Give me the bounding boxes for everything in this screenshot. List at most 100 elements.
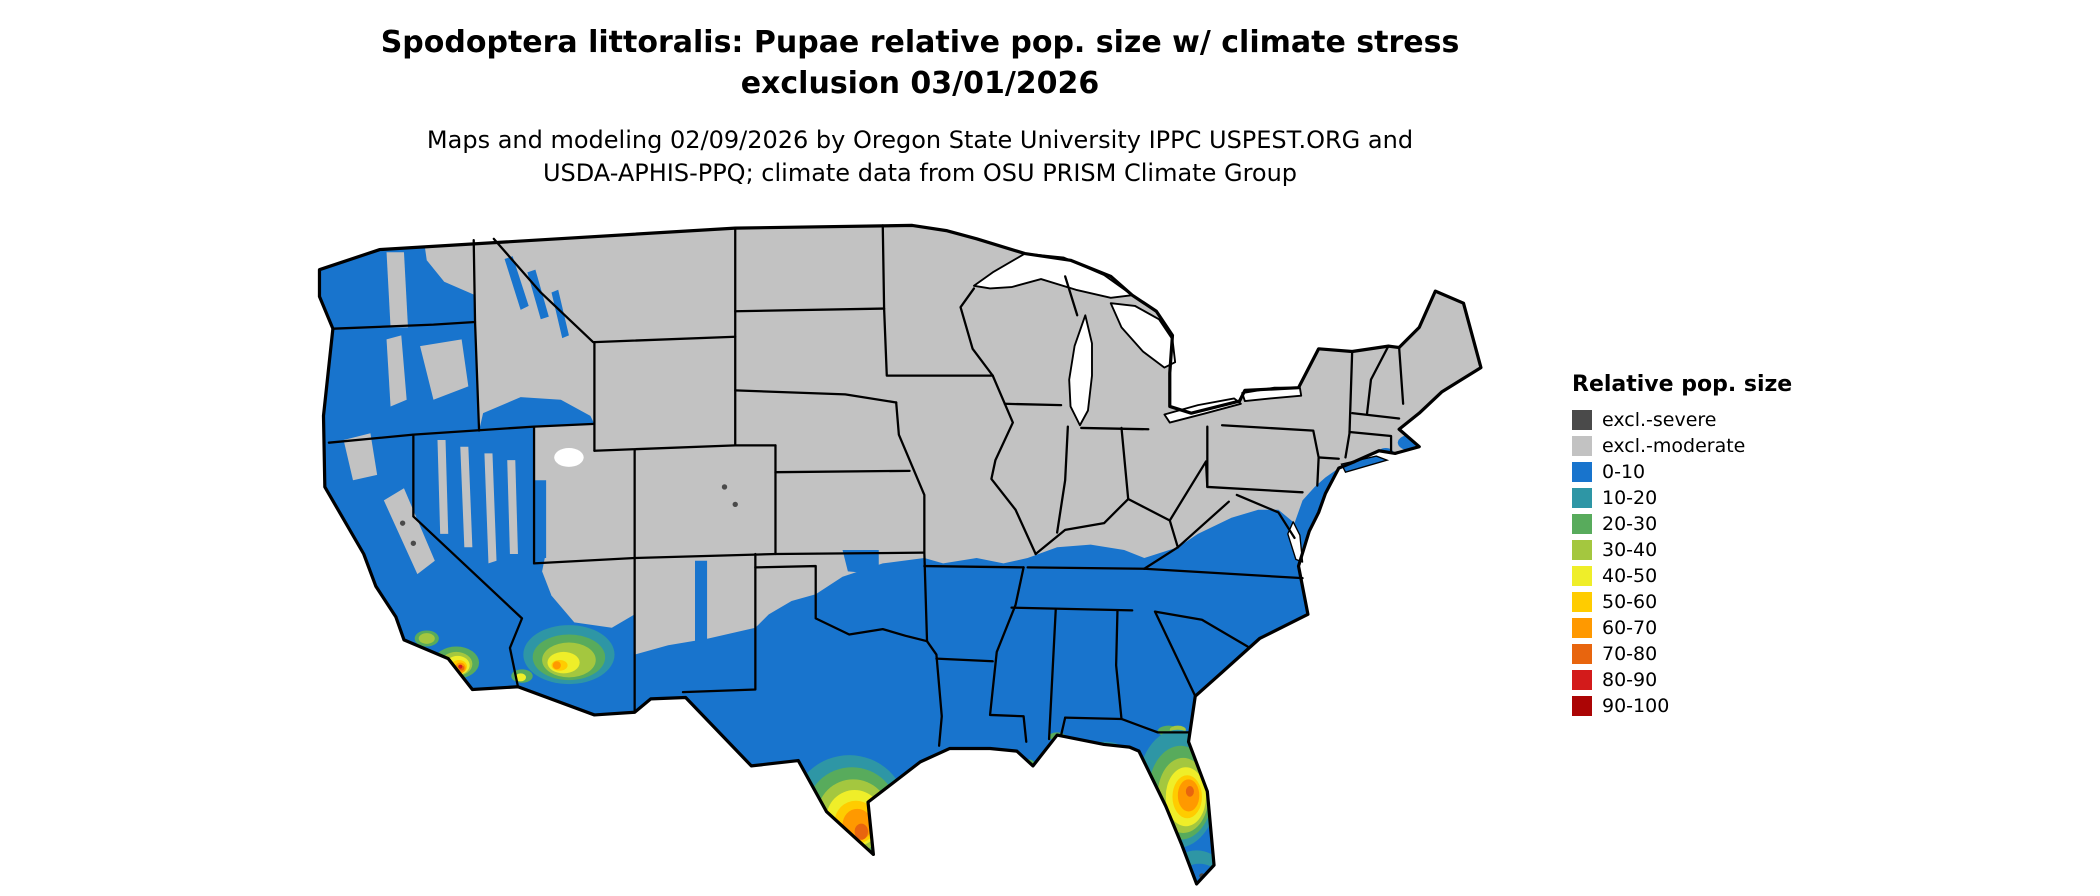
state-border-line xyxy=(593,335,737,344)
legend-label: excl.-moderate xyxy=(1602,435,1746,457)
state-borders xyxy=(327,224,1405,747)
state-border-line xyxy=(1351,412,1401,420)
state-border-line xyxy=(734,307,886,313)
legend-swatch-b0_10 xyxy=(1572,462,1592,482)
legend-label: excl.-severe xyxy=(1602,409,1717,431)
state-border-line xyxy=(1397,346,1405,405)
legend-title: Relative pop. size xyxy=(1572,372,1793,397)
legend-item: 0-10 xyxy=(1572,459,1792,485)
legend-item: excl.-moderate xyxy=(1572,433,1792,459)
legend-item: 10-20 xyxy=(1572,485,1792,511)
legend-label: 30-40 xyxy=(1602,539,1658,561)
state-border-line xyxy=(1047,607,1057,741)
legend-item: 60-70 xyxy=(1572,615,1792,641)
legend-label: 50-60 xyxy=(1602,591,1658,613)
state-border-line xyxy=(935,657,994,663)
state-border-line xyxy=(1176,500,1230,549)
state-border-line xyxy=(988,566,1028,743)
legend-label: 70-80 xyxy=(1602,643,1658,665)
map-subtitle-line1: Maps and modeling 02/09/2026 by Oregon S… xyxy=(426,126,1414,154)
state-border-line xyxy=(1114,609,1123,721)
state-border-line xyxy=(990,374,1037,556)
legend-swatch-excl_severe xyxy=(1572,410,1592,430)
legend-label: 40-50 xyxy=(1602,565,1658,587)
state-border-line xyxy=(1034,497,1179,556)
legend-label: 80-90 xyxy=(1602,669,1658,691)
state-border-line xyxy=(1010,606,1134,612)
state-border-line xyxy=(1317,456,1340,460)
legend-item: 40-50 xyxy=(1572,563,1792,589)
state-border-line xyxy=(1080,426,1150,431)
state-border-line xyxy=(1143,546,1179,570)
legend-swatch-b10_20 xyxy=(1572,488,1592,508)
legend-item: 20-30 xyxy=(1572,511,1792,537)
state-border-line xyxy=(532,551,926,565)
legend-swatch-b70_80 xyxy=(1572,644,1592,664)
state-border-line xyxy=(774,469,911,474)
great-salt-lake xyxy=(554,448,584,467)
state-border-line xyxy=(331,320,477,330)
map-title-line2: exclusion 03/01/2026 xyxy=(740,66,1100,101)
lake-superior xyxy=(973,252,1134,299)
legend-item: 70-80 xyxy=(1572,641,1792,667)
legend-label: 0-10 xyxy=(1602,461,1646,483)
state-border-line xyxy=(1060,716,1067,737)
map-subtitle: Maps and modeling 02/09/2026 by Oregon S… xyxy=(320,124,1520,190)
state-border-line xyxy=(923,564,1025,569)
map-title-line1: Spodoptera littoralis: Pupae relative po… xyxy=(380,25,1460,60)
hotspot-southern-arizona xyxy=(511,625,615,685)
state-border-line xyxy=(895,401,929,643)
map-title: Spodoptera littoralis: Pupae relative po… xyxy=(320,22,1520,104)
legend-swatch-b20_30 xyxy=(1572,514,1592,534)
state-border-line xyxy=(1344,350,1354,459)
legend-item: excl.-severe xyxy=(1572,407,1792,433)
hotspot-florida xyxy=(1137,729,1219,883)
legend-item: 30-40 xyxy=(1572,537,1792,563)
state-border-line xyxy=(1064,716,1190,734)
legend-swatch-b30_40 xyxy=(1572,540,1592,560)
state-border-line xyxy=(1235,493,1296,540)
state-border-line xyxy=(412,433,524,688)
state-border-line xyxy=(1064,275,1079,317)
legend-swatch-b50_60 xyxy=(1572,592,1592,612)
legend-swatch-excl_moderate xyxy=(1572,436,1592,456)
state-border-line xyxy=(1168,460,1209,522)
gray-mountain-patches xyxy=(343,240,635,628)
state-border-line xyxy=(472,239,481,432)
state-border-line xyxy=(1143,567,1304,580)
state-border-line xyxy=(881,224,994,377)
legend-label: 90-100 xyxy=(1602,695,1670,717)
legend-swatch-b80_90 xyxy=(1572,670,1592,690)
legend-item: 50-60 xyxy=(1572,589,1792,615)
legend-label: 60-70 xyxy=(1602,617,1658,639)
state-border-line xyxy=(1003,402,1063,407)
legend-item: 80-90 xyxy=(1572,667,1792,693)
legend-label: 20-30 xyxy=(1602,513,1658,535)
map-fill-layers xyxy=(319,225,1481,884)
legend-item: 90-100 xyxy=(1572,693,1792,719)
state-border-line xyxy=(1026,566,1146,570)
legend-swatch-b40_50 xyxy=(1572,566,1592,586)
state-border-line xyxy=(925,640,943,747)
lake-huron xyxy=(1109,302,1177,369)
state-border-line xyxy=(327,422,596,444)
blue-valley-patches xyxy=(479,256,1425,644)
state-border-line xyxy=(681,552,757,694)
legend-items: excl.-severe excl.-moderate 0-10 10-20 20-30… xyxy=(1572,407,1792,719)
legend: Relative pop. size excl.-severe excl.-mod… xyxy=(1572,372,1792,719)
state-border-line xyxy=(1153,610,1197,698)
state-border-line xyxy=(492,237,595,344)
state-border-line xyxy=(1348,430,1393,454)
state-border-line xyxy=(1365,344,1390,416)
lake-michigan xyxy=(1068,314,1093,427)
state-border-line xyxy=(959,287,994,377)
legend-swatch-b90_100 xyxy=(1572,696,1592,716)
map-subtitle-line2: USDA-APHIS-PPQ; climate data from OSU PR… xyxy=(542,159,1298,187)
us-outline xyxy=(317,223,1483,886)
legend-swatch-b60_70 xyxy=(1572,618,1592,638)
legend-label: 10-20 xyxy=(1602,487,1658,509)
state-border-line xyxy=(734,389,898,404)
state-border-line xyxy=(1220,424,1320,487)
state-border-line xyxy=(1153,610,1249,648)
